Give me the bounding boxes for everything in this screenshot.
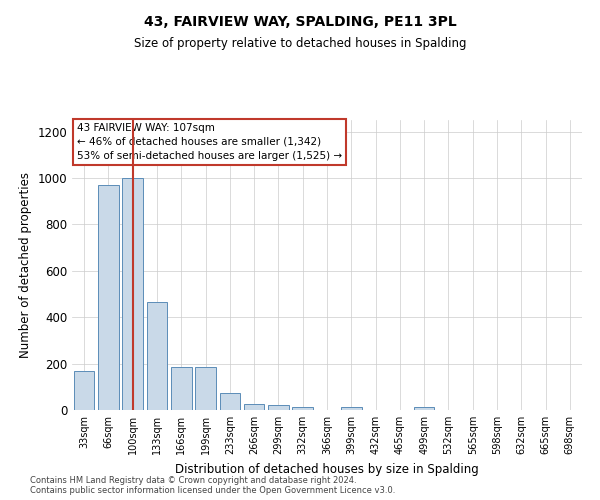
Text: 43 FAIRVIEW WAY: 107sqm
← 46% of detached houses are smaller (1,342)
53% of semi: 43 FAIRVIEW WAY: 107sqm ← 46% of detache… — [77, 123, 342, 161]
Bar — [414, 406, 434, 410]
Text: Contains HM Land Registry data © Crown copyright and database right 2024.
Contai: Contains HM Land Registry data © Crown c… — [30, 476, 395, 495]
Bar — [220, 392, 240, 410]
Bar — [122, 178, 143, 410]
Bar — [268, 406, 289, 410]
Text: Size of property relative to detached houses in Spalding: Size of property relative to detached ho… — [134, 38, 466, 51]
Bar — [146, 302, 167, 410]
Bar — [98, 185, 119, 410]
Text: 43, FAIRVIEW WAY, SPALDING, PE11 3PL: 43, FAIRVIEW WAY, SPALDING, PE11 3PL — [143, 15, 457, 29]
Bar — [292, 406, 313, 410]
X-axis label: Distribution of detached houses by size in Spalding: Distribution of detached houses by size … — [175, 462, 479, 475]
Bar — [171, 367, 191, 410]
Bar — [244, 404, 265, 410]
Y-axis label: Number of detached properties: Number of detached properties — [19, 172, 32, 358]
Bar — [341, 406, 362, 410]
Bar — [74, 370, 94, 410]
Bar — [195, 367, 216, 410]
